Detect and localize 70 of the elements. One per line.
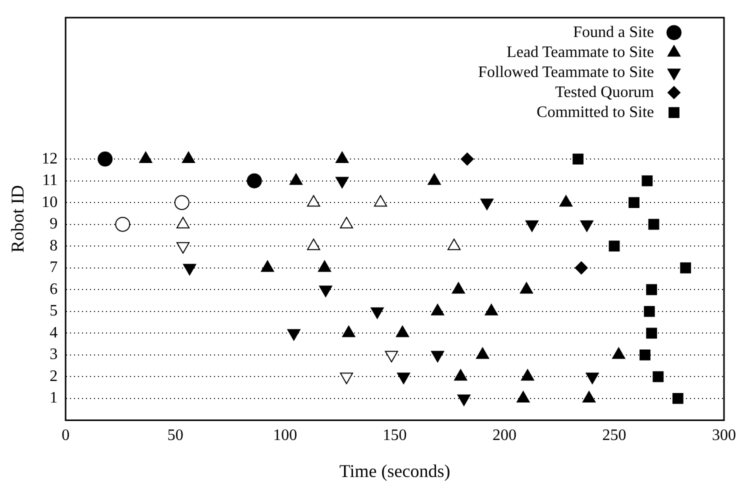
point bbox=[646, 284, 658, 296]
point bbox=[260, 260, 274, 272]
point bbox=[396, 326, 410, 338]
point bbox=[520, 282, 534, 294]
x-tick-label: 200 bbox=[492, 427, 517, 444]
point bbox=[182, 152, 196, 164]
point bbox=[174, 195, 190, 210]
point bbox=[646, 328, 658, 339]
y-tick-label: 9 bbox=[50, 216, 58, 233]
y-axis-title: Robot ID bbox=[8, 185, 28, 253]
point bbox=[176, 216, 190, 228]
legend-label: Lead Teammate to Site bbox=[506, 44, 654, 61]
x-tick-label: 100 bbox=[273, 427, 298, 444]
legend-label: Followed Teammate to Site bbox=[478, 64, 654, 81]
point bbox=[574, 261, 588, 274]
y-tick-label: 10 bbox=[42, 194, 58, 211]
point bbox=[612, 347, 626, 359]
point bbox=[115, 216, 130, 232]
point bbox=[307, 238, 320, 250]
point bbox=[431, 304, 444, 316]
point bbox=[652, 371, 664, 382]
point bbox=[521, 369, 534, 381]
point bbox=[559, 195, 573, 207]
y-tick-label: 11 bbox=[42, 172, 58, 190]
x-axis-title: Time (seconds) bbox=[339, 460, 450, 481]
point bbox=[340, 216, 354, 228]
y-tick-label: 4 bbox=[50, 324, 58, 342]
point bbox=[374, 195, 388, 207]
point bbox=[452, 282, 466, 294]
x-tick-label: 0 bbox=[62, 427, 70, 444]
point bbox=[307, 195, 320, 207]
point bbox=[289, 173, 303, 185]
point bbox=[516, 390, 530, 402]
point bbox=[139, 152, 152, 164]
point bbox=[642, 175, 653, 186]
point bbox=[644, 306, 655, 317]
y-tick-label: 1 bbox=[50, 390, 58, 407]
point bbox=[342, 326, 356, 338]
legend-label: Found a Site bbox=[573, 24, 654, 41]
x-tick-label: 250 bbox=[602, 427, 626, 444]
x-tick-label: 50 bbox=[167, 427, 184, 444]
y-tick-label: 8 bbox=[50, 237, 58, 254]
legend-label: Tested Quorum bbox=[555, 84, 655, 101]
point bbox=[98, 152, 113, 167]
x-tick-label: 300 bbox=[712, 427, 736, 444]
point bbox=[476, 347, 490, 359]
y-tick-label: 3 bbox=[50, 346, 58, 364]
point bbox=[447, 238, 461, 250]
x-tick-label: 150 bbox=[382, 427, 407, 444]
y-tick-label: 5 bbox=[50, 302, 58, 320]
y-tick-label: 6 bbox=[50, 280, 58, 298]
point bbox=[672, 392, 684, 404]
point bbox=[318, 260, 332, 272]
point bbox=[680, 262, 692, 274]
y-tick-label: 7 bbox=[50, 259, 58, 276]
point bbox=[572, 154, 584, 165]
point bbox=[582, 390, 596, 402]
point bbox=[460, 152, 474, 166]
point bbox=[648, 218, 660, 230]
y-tick-label: 12 bbox=[42, 150, 58, 168]
legend-label: Committed to Site bbox=[536, 104, 654, 121]
point bbox=[484, 304, 498, 316]
point bbox=[246, 173, 262, 188]
y-tick-label: 2 bbox=[50, 368, 58, 385]
point bbox=[454, 369, 468, 381]
point bbox=[336, 152, 349, 164]
point bbox=[640, 349, 650, 360]
point bbox=[428, 173, 441, 185]
point bbox=[608, 240, 620, 252]
point bbox=[628, 197, 640, 208]
